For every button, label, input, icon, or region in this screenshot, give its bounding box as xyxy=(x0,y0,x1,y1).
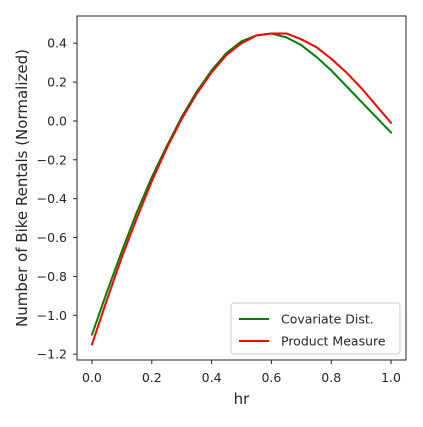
x-tick-label: 0.4 xyxy=(202,370,222,385)
y-tick-label: −1.2 xyxy=(37,347,67,362)
y-tick-label: −0.2 xyxy=(37,152,67,167)
x-tick-label: 1.0 xyxy=(381,370,401,385)
y-tick-label: −0.4 xyxy=(37,191,67,206)
legend-box xyxy=(230,302,401,355)
x-tick-label: 0.8 xyxy=(321,370,341,385)
x-tick-label: 0.0 xyxy=(82,370,102,385)
y-tick-label: 0.2 xyxy=(47,75,67,90)
legend-label-1: Covariate Dist. xyxy=(281,312,374,327)
y-axis-ticks: −1.2 −1.0 −0.8 −0.6 −0.4 −0.2 0.0 0.2 0.4 xyxy=(37,36,77,362)
y-tick-label: −1.0 xyxy=(37,308,67,323)
legend-label-2: Product Measure xyxy=(281,334,386,349)
y-tick-label: 0.0 xyxy=(47,113,67,128)
x-tick-label: 0.6 xyxy=(261,370,281,385)
x-tick-label: 0.2 xyxy=(142,370,162,385)
series-layer xyxy=(90,32,393,346)
x-axis-label: hr xyxy=(234,390,251,408)
y-tick-label: 0.4 xyxy=(47,36,67,51)
series-line-1 xyxy=(90,32,393,336)
legend-items: Covariate Dist. Product Measure xyxy=(239,312,386,349)
series-line-2 xyxy=(90,32,393,346)
y-tick-label: −0.8 xyxy=(37,269,67,284)
legend: Covariate Dist. Product Measure xyxy=(230,302,401,355)
x-axis-ticks: 0.0 0.2 0.4 0.6 0.8 1.0 xyxy=(82,360,401,385)
y-tick-label: −0.6 xyxy=(37,230,67,245)
y-axis-label: Number of Bike Rentals (Normalized) xyxy=(13,49,31,327)
